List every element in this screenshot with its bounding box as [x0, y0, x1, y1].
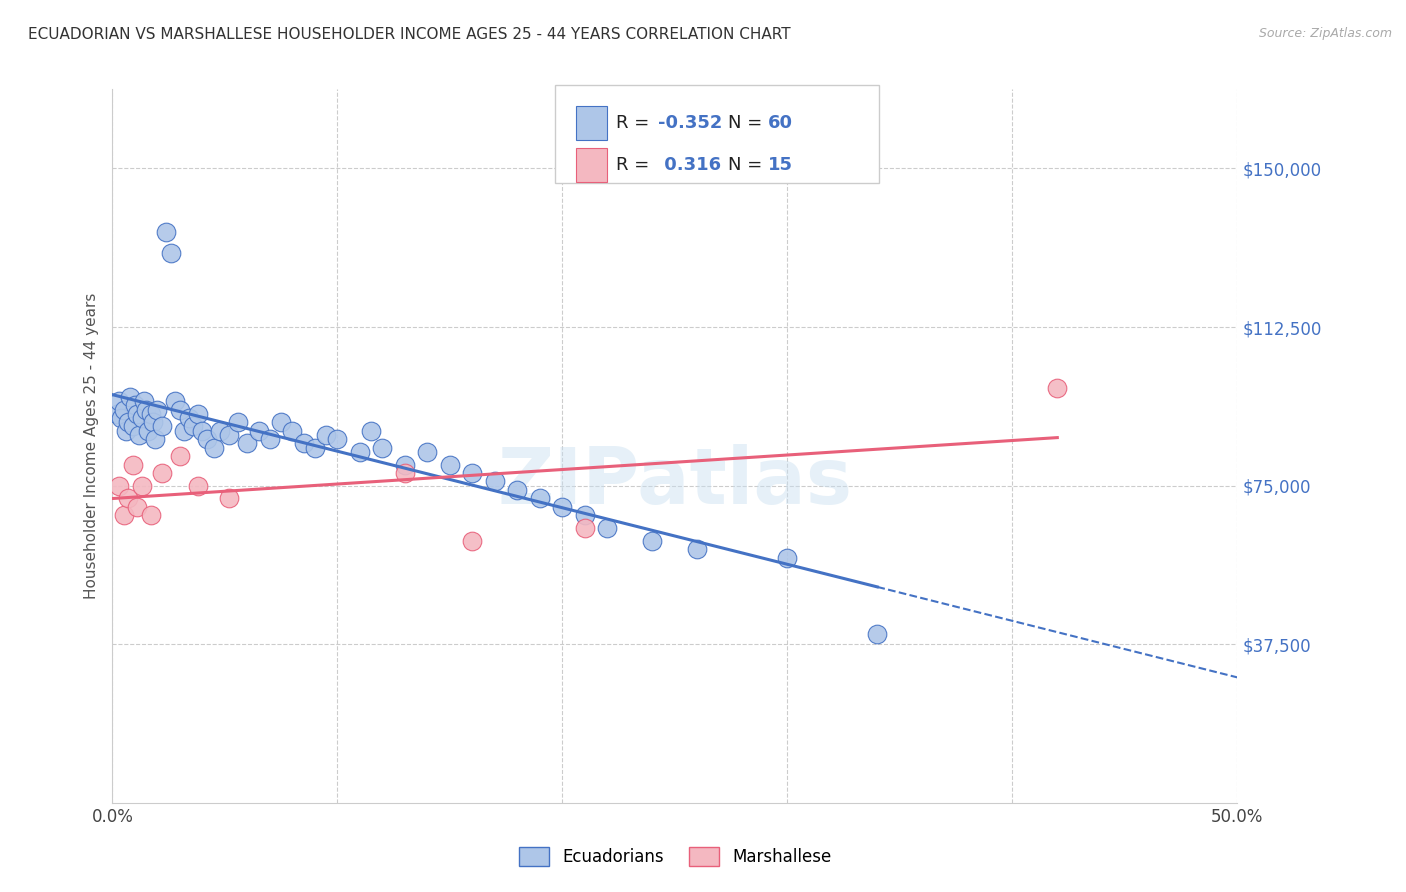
Point: [218, 491, 240, 506]
Point: [169, 402, 191, 417]
Point: [127, 407, 149, 421]
Point: [112, 402, 135, 417]
Point: [139, 508, 162, 523]
Point: [349, 445, 371, 459]
Point: [108, 478, 131, 492]
Point: [124, 398, 146, 412]
Point: [259, 432, 281, 446]
Point: [270, 415, 292, 429]
Point: [150, 419, 173, 434]
Point: [202, 441, 225, 455]
Text: Source: ZipAtlas.com: Source: ZipAtlas.com: [1258, 27, 1392, 40]
Point: [281, 424, 304, 438]
Point: [142, 415, 165, 429]
Point: [574, 521, 596, 535]
Point: [155, 225, 177, 239]
Point: [439, 458, 461, 472]
Point: [686, 542, 709, 557]
Point: [187, 407, 209, 421]
Point: [165, 394, 187, 409]
Point: [187, 478, 209, 492]
Point: [121, 458, 143, 472]
Point: [120, 390, 142, 404]
Text: N =: N =: [728, 114, 768, 132]
Point: [173, 424, 195, 438]
Text: 60: 60: [768, 114, 793, 132]
Point: [110, 411, 132, 425]
Text: R =: R =: [616, 156, 655, 174]
Point: [128, 428, 150, 442]
Point: [138, 424, 160, 438]
Point: [641, 533, 664, 548]
Point: [150, 466, 173, 480]
Point: [112, 508, 135, 523]
Point: [228, 415, 250, 429]
Point: [132, 394, 155, 409]
Point: [146, 402, 169, 417]
Text: 15: 15: [768, 156, 793, 174]
Point: [218, 428, 240, 442]
Text: 0.316: 0.316: [658, 156, 721, 174]
Point: [416, 445, 439, 459]
Point: [551, 500, 574, 514]
Point: [117, 491, 139, 506]
Point: [776, 550, 799, 565]
Point: [574, 508, 596, 523]
Text: N =: N =: [728, 156, 768, 174]
Text: ZIPatlas: ZIPatlas: [498, 443, 852, 520]
Point: [371, 441, 394, 455]
Point: [108, 394, 131, 409]
Point: [127, 500, 149, 514]
Point: [461, 466, 484, 480]
Point: [131, 411, 153, 425]
Point: [292, 436, 315, 450]
Point: [360, 424, 382, 438]
Point: [484, 475, 506, 489]
Point: [115, 424, 138, 438]
Point: [394, 458, 416, 472]
Point: [461, 533, 484, 548]
Y-axis label: Householder Income Ages 25 - 44 years: Householder Income Ages 25 - 44 years: [83, 293, 98, 599]
Point: [160, 246, 183, 260]
Legend: Ecuadorians, Marshallese: Ecuadorians, Marshallese: [512, 840, 838, 873]
Point: [326, 432, 349, 446]
Point: [143, 432, 166, 446]
Point: [183, 419, 205, 434]
Point: [105, 407, 128, 421]
Point: [506, 483, 529, 497]
Point: [177, 411, 200, 425]
Point: [117, 415, 139, 429]
Point: [247, 424, 270, 438]
Point: [304, 441, 326, 455]
Point: [135, 402, 157, 417]
Point: [394, 466, 416, 480]
Point: [866, 626, 889, 640]
Point: [191, 424, 214, 438]
Point: [139, 407, 162, 421]
Point: [209, 424, 232, 438]
Text: R =: R =: [616, 114, 655, 132]
Point: [596, 521, 619, 535]
Point: [236, 436, 259, 450]
Point: [1046, 381, 1069, 395]
Point: [195, 432, 218, 446]
Point: [169, 449, 191, 463]
Point: [315, 428, 337, 442]
Point: [121, 419, 143, 434]
Point: [529, 491, 551, 506]
Text: -0.352: -0.352: [658, 114, 723, 132]
Text: ECUADORIAN VS MARSHALLESE HOUSEHOLDER INCOME AGES 25 - 44 YEARS CORRELATION CHAR: ECUADORIAN VS MARSHALLESE HOUSEHOLDER IN…: [28, 27, 790, 42]
Point: [131, 478, 153, 492]
